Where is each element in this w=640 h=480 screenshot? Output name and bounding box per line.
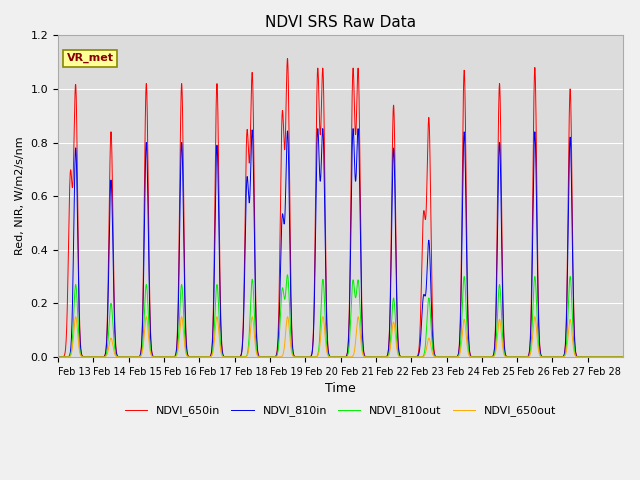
NDVI_810in bbox=[463, 273, 471, 279]
NDVI_810in bbox=[319, 126, 326, 132]
NDVI_650out bbox=[72, 314, 79, 320]
X-axis label: Time: Time bbox=[325, 382, 356, 395]
Legend: NDVI_650in, NDVI_810in, NDVI_810out, NDVI_650out: NDVI_650in, NDVI_810in, NDVI_810out, NDV… bbox=[120, 401, 561, 421]
NDVI_810out bbox=[533, 309, 541, 315]
NDVI_650in bbox=[413, 353, 421, 359]
Line: NDVI_810in: NDVI_810in bbox=[58, 129, 623, 357]
Title: NDVI SRS Raw Data: NDVI SRS Raw Data bbox=[265, 15, 416, 30]
NDVI_810out bbox=[620, 354, 627, 360]
NDVI_810in bbox=[620, 354, 627, 360]
NDVI_810out bbox=[413, 354, 421, 360]
NDVI_650in bbox=[499, 300, 507, 306]
Text: VR_met: VR_met bbox=[67, 53, 113, 63]
NDVI_810out bbox=[284, 272, 291, 277]
Y-axis label: Red, NIR, W/m2/s/nm: Red, NIR, W/m2/s/nm bbox=[15, 137, 25, 255]
NDVI_650out bbox=[413, 354, 421, 360]
NDVI_650out bbox=[499, 347, 507, 352]
NDVI_650in bbox=[620, 354, 627, 360]
NDVI_650out bbox=[613, 354, 621, 360]
Line: NDVI_810out: NDVI_810out bbox=[58, 275, 623, 357]
NDVI_810in bbox=[499, 312, 507, 317]
NDVI_650out bbox=[463, 340, 471, 346]
NDVI_810in bbox=[613, 354, 621, 360]
NDVI_810in bbox=[533, 228, 541, 234]
NDVI_810in bbox=[170, 354, 177, 360]
NDVI_650out bbox=[533, 332, 541, 337]
NDVI_650out bbox=[620, 354, 627, 360]
NDVI_650in bbox=[54, 354, 62, 360]
NDVI_650in bbox=[613, 354, 621, 360]
Line: NDVI_650in: NDVI_650in bbox=[58, 59, 623, 357]
NDVI_810out bbox=[463, 325, 471, 331]
NDVI_650in bbox=[463, 251, 471, 256]
NDVI_810in bbox=[413, 354, 421, 360]
NDVI_810out bbox=[54, 354, 62, 360]
NDVI_650in bbox=[284, 56, 291, 61]
NDVI_810out bbox=[170, 354, 177, 360]
NDVI_650in bbox=[533, 192, 541, 198]
NDVI_650out bbox=[54, 354, 62, 360]
NDVI_810out bbox=[499, 340, 507, 346]
NDVI_650out bbox=[170, 354, 178, 360]
NDVI_810in bbox=[54, 354, 62, 360]
NDVI_650in bbox=[170, 354, 177, 360]
Line: NDVI_650out: NDVI_650out bbox=[58, 317, 623, 357]
NDVI_810out bbox=[613, 354, 621, 360]
